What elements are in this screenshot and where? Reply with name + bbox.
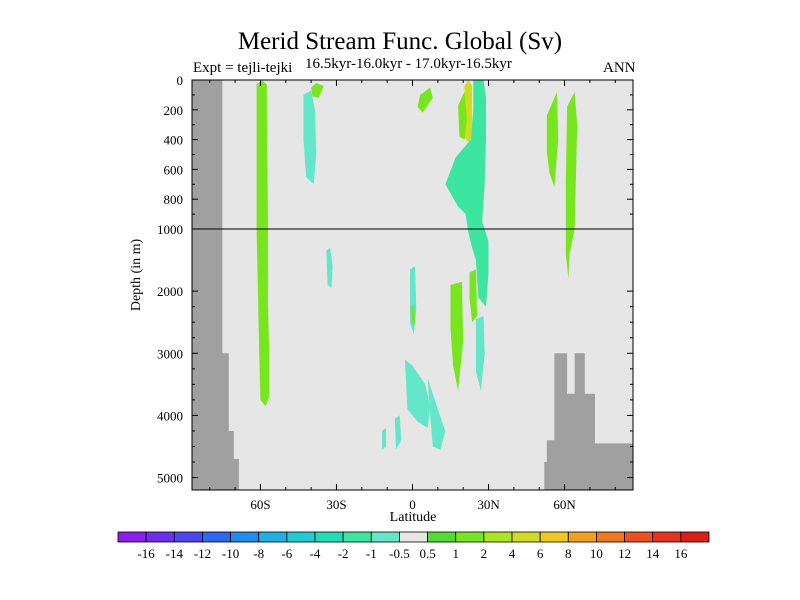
anomaly-equator-deep-anomaly-b	[427, 378, 446, 450]
anomaly-north-high-deep	[475, 316, 485, 391]
anomaly-north-mid-deep-b	[450, 281, 464, 391]
colorbar-label: 6	[537, 546, 544, 561]
colorbar-swatch	[596, 531, 625, 543]
colorbar-label: -4	[310, 546, 321, 561]
x-axis-label: Latitude	[390, 510, 437, 525]
anomaly-subtropic-north-descent	[445, 80, 489, 307]
colorbar-swatch	[370, 531, 400, 543]
colorbar-swatch	[455, 531, 485, 543]
anomaly-arctic-upper-green-b	[565, 91, 578, 279]
colorbar-label: -0.5	[389, 546, 410, 561]
anomaly-south-tropics-blob-b	[382, 427, 386, 450]
chart-title: Merid Stream Func. Global (Sv)	[237, 28, 563, 55]
anomaly-south-midlat-deep	[326, 247, 333, 288]
colorbar-swatch	[539, 531, 569, 543]
colorbar-label: -16	[137, 546, 155, 561]
colorbar-label: 8	[565, 546, 572, 561]
y-tick-label: 400	[164, 133, 184, 148]
y-tick-label: 2000	[157, 284, 183, 299]
colorbar-swatch	[342, 531, 372, 543]
colorbar-swatch	[511, 531, 541, 543]
x-tick-label: 0	[409, 497, 416, 512]
colorbar-swatch	[483, 531, 513, 543]
y-axis-label: Depth (in m)	[129, 239, 144, 312]
colorbar-swatch	[427, 531, 457, 543]
colorbar-label: 10	[590, 546, 603, 561]
colorbar-swatch	[117, 531, 147, 543]
colorbar: -16 -14 -12 -10 -8 -6 -4 -2 -1 -0.5 0.5 1 2 4 6 8 10 12 14…	[117, 531, 710, 561]
colorbar-label: -10	[222, 546, 239, 561]
colorbar-label: 4	[509, 546, 516, 561]
land-arctic-shelf	[544, 353, 633, 490]
anomaly-equator-green-dot	[411, 303, 415, 329]
y-tick-label: 5000	[157, 471, 183, 486]
colorbar-swatch	[145, 531, 175, 543]
time-range-label: 16.5kyr-16.0kyr - 17.0kyr-16.5kyr	[305, 56, 512, 72]
y-tick-label: 600	[164, 162, 184, 177]
colorbar-label: 2	[481, 546, 488, 561]
colorbar-swatch	[567, 531, 597, 543]
anomaly-south-midlat-upper	[303, 90, 317, 185]
colorbar-label: 16	[674, 546, 688, 561]
colorbar-label: -8	[253, 546, 264, 561]
y-tick-label: 200	[164, 103, 184, 118]
colorbar-swatch	[314, 531, 344, 543]
colorbar-label: -1	[366, 546, 377, 561]
colorbar-swatch	[680, 531, 710, 543]
colorbar-label: -2	[338, 546, 349, 561]
x-tick-label: 30N	[477, 497, 500, 512]
season-label: ANN	[603, 60, 636, 76]
colorbar-label: 1	[452, 546, 459, 561]
colorbar-swatch	[399, 531, 428, 543]
colorbar-swatch	[258, 531, 288, 543]
anomaly-southern-ocean-band	[256, 80, 270, 407]
anomaly-north-tropic-upper-green	[417, 87, 433, 113]
anomaly-equator-deep-anomaly-a	[404, 359, 431, 428]
x-tick-label: 60S	[250, 497, 270, 512]
colorbar-label: 14	[646, 546, 660, 561]
y-tick-label: 0	[177, 73, 184, 88]
y-tick-label: 1000	[157, 222, 183, 237]
anomaly-south-midlat-patch	[311, 83, 324, 98]
y-tick-label: 4000	[157, 408, 183, 423]
land-antarctica	[192, 80, 239, 490]
experiment-label: Expt = tejli-tejki	[193, 60, 293, 76]
colorbar-label: -12	[194, 546, 211, 561]
y-tick-label: 800	[164, 192, 184, 207]
anomaly-arctic-upper-green-a	[546, 91, 559, 188]
anomaly-south-tropics-blob-a	[394, 415, 402, 450]
colorbar-swatch	[173, 531, 203, 543]
colorbar-label: -14	[166, 546, 184, 561]
colorbar-label: 0.5	[419, 546, 435, 561]
colorbar-swatch	[230, 531, 260, 543]
colorbar-swatch	[202, 531, 231, 543]
anomaly-subtropic-north-green	[458, 91, 467, 140]
anomaly-tropical-column-yellow	[464, 80, 473, 143]
colorbar-swatch	[652, 531, 682, 543]
x-tick-label: 30S	[326, 497, 346, 512]
x-tick-label: 60N	[553, 497, 576, 512]
colorbar-label: 12	[618, 546, 631, 561]
colorbar-label: -6	[281, 546, 292, 561]
y-tick-label: 3000	[157, 346, 183, 361]
anomaly-north-mid-deep-a	[469, 269, 478, 323]
colorbar-swatch	[286, 531, 316, 543]
colorbar-swatch	[624, 531, 654, 543]
